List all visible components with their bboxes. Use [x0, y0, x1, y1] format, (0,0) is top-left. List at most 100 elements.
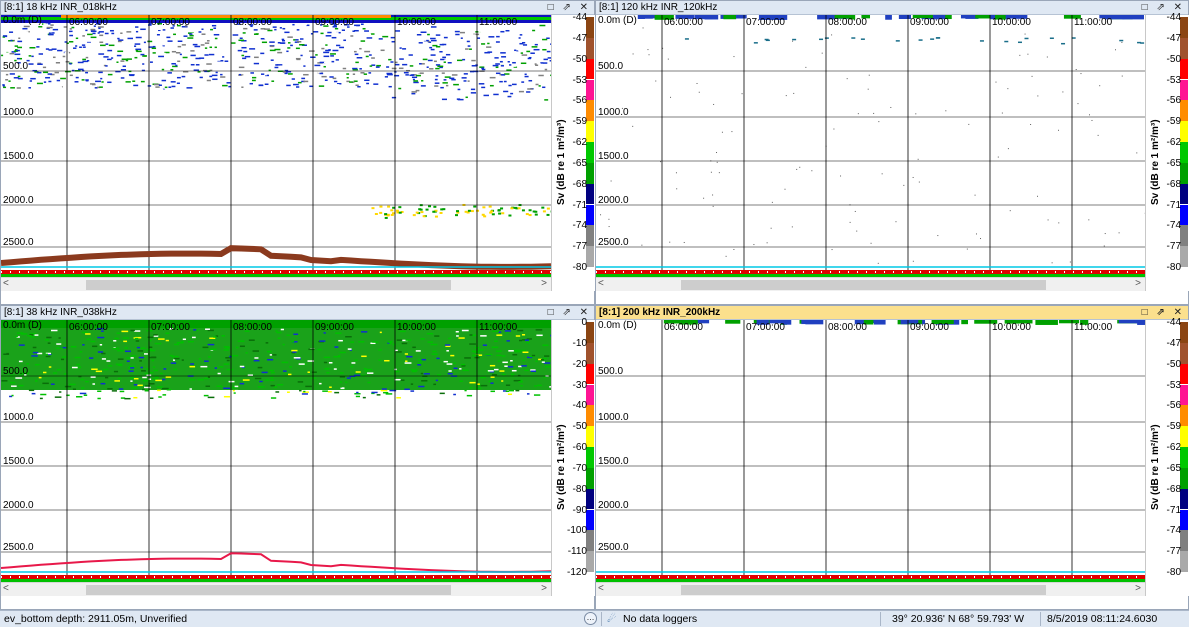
scroll-right-arrow[interactable]: > [541, 278, 547, 289]
echogram-panel-38khz[interactable]: [8:1] 38 kHz INR_038kHz □ ⇗ ✕ 0.0m (D) 50… [0, 305, 596, 610]
scroll-thumb[interactable] [681, 280, 1046, 290]
scroll-right-arrow[interactable]: > [541, 583, 547, 594]
colorbar-segment [586, 363, 594, 385]
panel-title: [8:1] 120 kHz INR_120kHz [599, 2, 718, 13]
ping-status-strip [1, 270, 551, 277]
colorbar-tick-label: -53 [572, 74, 587, 86]
colorbar-tick-label: -40 [572, 400, 587, 412]
panel-titlebar[interactable]: [8:1] 18 kHz INR_018kHz □ ⇗ ✕ [1, 1, 594, 15]
depth-label: 2000.0 [3, 500, 34, 511]
colorbar-tick-label: -71 [1166, 504, 1181, 516]
window-controls[interactable]: □ ⇗ ✕ [1141, 307, 1185, 318]
colorbar-tick-label: -90 [572, 504, 587, 516]
colorbar-segment [1180, 225, 1188, 247]
colorbar-segment [1180, 204, 1188, 226]
ping-status-strip [596, 270, 1145, 277]
scroll-right-arrow[interactable]: > [1135, 278, 1141, 289]
colorbar-tick-label: -59 [1166, 421, 1181, 433]
colorbar-segment [1180, 426, 1188, 447]
colorbar-segment [1180, 342, 1188, 364]
echogram-canvas[interactable]: 0.0m (D) 500.0 1000.0 1500.0 2000.0 2500.0 06:… [596, 15, 1145, 277]
time-label: 09:00:00 [910, 17, 949, 28]
depth-label: 1500.0 [3, 456, 34, 467]
horizontal-scrollbar[interactable]: < > [1, 277, 551, 291]
panel-titlebar[interactable]: [8:1] 38 kHz INR_038kHz □ ⇗ ✕ [1, 306, 594, 320]
window-controls[interactable]: □ ⇗ ✕ [547, 307, 591, 318]
scroll-left-arrow[interactable]: < [3, 278, 9, 289]
colorbar-tick-label: -44 [1166, 317, 1181, 328]
colorbar-segment [1180, 142, 1188, 163]
colorbar-segment [586, 509, 594, 531]
depth-label: 2000.0 [598, 195, 629, 206]
colorbar-segment [586, 246, 594, 267]
colorbar-segment [586, 384, 594, 406]
colorbar-tick-label: -71 [572, 199, 587, 211]
status-bar: ev_bottom depth: 2911.05m, Unverified … … [0, 610, 1189, 627]
colorbar-tick-label: -80 [572, 483, 587, 495]
time-label: 11:00:00 [1074, 322, 1113, 333]
ellipsis-icon[interactable]: … [584, 612, 597, 625]
colorbar-segment [1180, 17, 1188, 38]
depth-label: 500.0 [3, 366, 28, 377]
time-label: 06:00:00 [69, 322, 108, 333]
depth-label: 1500.0 [598, 151, 629, 162]
depth-label: 1000.0 [598, 107, 629, 118]
colorbar-tick-label: -60 [572, 442, 587, 453]
horizontal-scrollbar[interactable]: < > [1, 582, 551, 596]
window-controls[interactable]: □ ⇗ ✕ [547, 2, 591, 13]
depth-label: 500.0 [598, 61, 623, 72]
position-readout: 39° 20.936' N 68° 59.793' W [892, 613, 1025, 625]
status-separator [880, 612, 881, 626]
scroll-thumb[interactable] [86, 585, 451, 595]
echogram-grid-lines [1, 15, 551, 277]
depth-label: 1000.0 [3, 412, 34, 423]
scroll-left-arrow[interactable]: < [3, 583, 9, 594]
colorbar-tick-label: -74 [1166, 525, 1181, 537]
depth-label: 500.0 [3, 61, 28, 72]
time-label: 08:00:00 [828, 322, 867, 333]
echogram-panel-200khz[interactable]: [8:1] 200 kHz INR_200kHz □ ⇗ ✕ 0.0m (D) 5… [595, 305, 1189, 610]
colorbar-segment [1180, 162, 1188, 184]
colorbar-tick-label: -71 [1166, 199, 1181, 211]
colorbar-tick-label: -110 [567, 546, 587, 558]
scroll-left-arrow[interactable]: < [598, 583, 604, 594]
scroll-right-arrow[interactable]: > [1135, 583, 1141, 594]
panel-titlebar[interactable]: [8:1] 120 kHz INR_120kHz □ ⇗ ✕ [596, 1, 1188, 15]
data-loggers-status: No data loggers [623, 613, 698, 625]
time-label: 07:00:00 [746, 17, 785, 28]
time-label: 09:00:00 [315, 322, 354, 333]
colorbar-tick-label: -65 [1166, 157, 1181, 169]
echogram-canvas[interactable]: 0.0m (D) 500.0 1000.0 1500.0 2000.0 2500.0 06:… [1, 15, 551, 277]
panel-titlebar[interactable]: [8:1] 200 kHz INR_200kHz □ ⇗ ✕ [596, 306, 1188, 320]
colorbar-tick-label: -10 [572, 337, 587, 349]
echogram-panel-120khz[interactable]: [8:1] 120 kHz INR_120kHz □ ⇗ ✕ 0.0m (D) 5… [595, 0, 1189, 305]
seafloor-bottom-line [1, 552, 551, 573]
colorbar-segment [1180, 121, 1188, 142]
colorbar-segment [586, 405, 594, 427]
depth-label: 2000.0 [3, 195, 34, 206]
time-label: 08:00:00 [233, 322, 272, 333]
ping-status-strip [1, 575, 551, 582]
colorbar-tick-label: -44 [572, 12, 587, 23]
colorbar-tick-label: -65 [572, 157, 587, 169]
colorbar-segment [586, 488, 594, 510]
colorbar-tick-label: 0 [581, 317, 587, 328]
colorbar-tick-label: -59 [1166, 116, 1181, 128]
echogram-canvas[interactable]: 0.0m (D) 500.0 1000.0 1500.0 2000.0 2500.0 06:… [596, 320, 1145, 582]
colorbar-segment [1180, 488, 1188, 510]
horizontal-scrollbar[interactable]: < > [596, 582, 1145, 596]
scroll-left-arrow[interactable]: < [598, 278, 604, 289]
window-controls[interactable]: □ ⇗ ✕ [1141, 2, 1185, 13]
echogram-panel-18khz[interactable]: [8:1] 18 kHz INR_018kHz □ ⇗ ✕ 0.0m (D) 50… [0, 0, 596, 305]
colorbar-segment [586, 58, 594, 80]
colorbar-segment [586, 79, 594, 101]
status-separator [601, 612, 602, 626]
colorbar-tick-label: -77 [572, 241, 587, 253]
colorbar-segment [586, 183, 594, 205]
surface-band [596, 15, 1145, 23]
horizontal-scrollbar[interactable]: < > [596, 277, 1145, 291]
scroll-thumb[interactable] [681, 585, 1046, 595]
scroll-thumb[interactable] [86, 280, 451, 290]
colorbar-segment [586, 467, 594, 489]
echogram-canvas[interactable]: 0.0m (D) 500.0 1000.0 1500.0 2000.0 2500.0 06:… [1, 320, 551, 582]
